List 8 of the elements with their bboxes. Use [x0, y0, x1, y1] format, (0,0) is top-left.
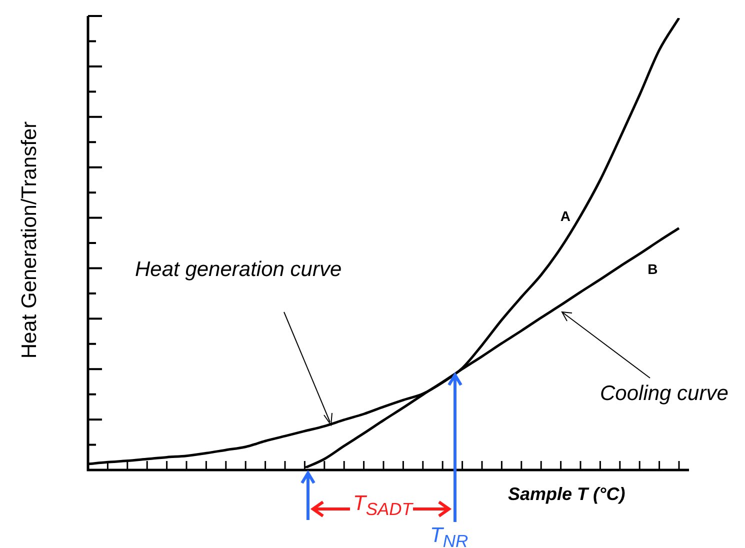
series-label: A: [560, 208, 570, 224]
series-label: B: [648, 260, 658, 277]
y-axis-title: Heat Generation/Transfer: [18, 121, 42, 359]
text: T$_{SADT}$: [353, 492, 413, 520]
x-axis-title: Sample T (°C): [508, 484, 626, 505]
text: T$_{NR}$: [430, 524, 468, 548]
annotation: Heat generation curve: [135, 258, 342, 282]
annotation: Cooling curve: [600, 382, 728, 406]
